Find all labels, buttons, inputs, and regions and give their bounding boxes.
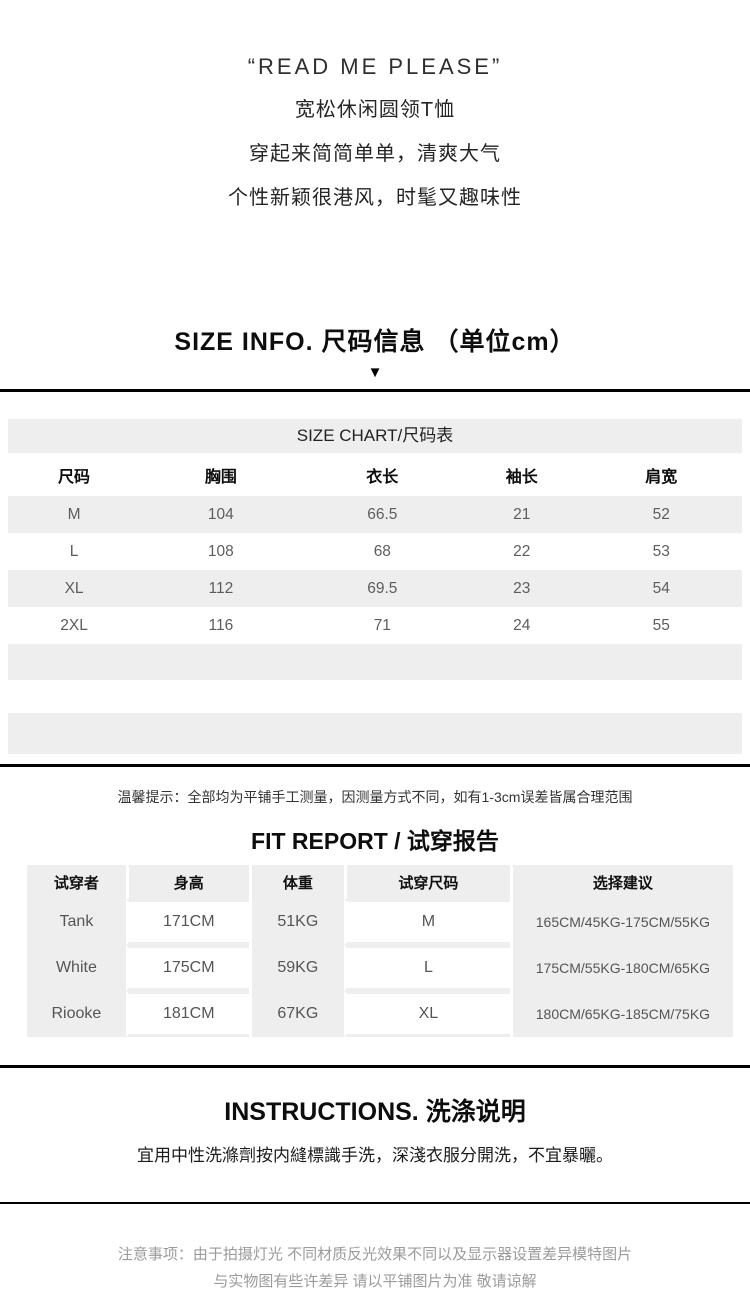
notice-section: 注意事项：由于拍摄灯光 不同材质反光效果不同以及显示器设置差异模特图片 与实物图… [0,1241,750,1295]
cell-length: 66.5 [367,505,398,523]
table-row: XL 112 69.5 23 54 [8,570,742,607]
divider-top [0,389,750,392]
fit-cell-name: Riooke [27,991,126,1037]
col-header-size: 尺码 [58,468,91,486]
intro-line-1: 宽松休闲圆领T恤 [294,99,456,121]
fit-cell-name: Tank [27,899,126,945]
fit-col-header-size: 试穿尺码 [343,865,510,899]
empty-gray-row [8,713,742,754]
fit-cell-weight: 67KG [248,991,344,1037]
intro-line-3: 个性新颖很港风，时髦又趣味性 [228,187,522,209]
cell-sleeve: 22 [513,542,531,560]
cell-length: 69.5 [367,579,398,597]
fit-col-header-advice: 选择建议 [509,865,733,899]
fit-col-header-weight: 体重 [248,865,344,899]
measurement-tip: 温馨提示：全部均为平铺手工测量，因测量方式不同，如有1-3cm误差皆属合理范围 [117,789,633,805]
intro-line-2: 穿起来简简单单，清爽大气 [249,143,501,165]
fit-report-table: 试穿者 身高 体重 试穿尺码 选择建议 Tank 171CM 51KG M 16… [27,865,733,1037]
instructions-text: 宜用中性洗滌劑按内縫標識手洗，深淺衣服分開洗，不宜暴曬。 [137,1146,613,1165]
size-info-heading: SIZE INFO. 尺码信息 （单位cm） [174,328,576,356]
intro-section: “READ ME PLEASE” 宽松休闲圆领T恤 穿起来简简单单，清爽大气 个… [0,0,750,210]
instructions-heading: INSTRUCTIONS. 洗涤说明 [224,1098,526,1126]
cell-chest: 104 [207,505,234,523]
cell-chest: 116 [208,616,234,634]
fit-cell-weight: 51KG [248,899,344,945]
table-row: L 108 68 22 53 [8,533,742,570]
divider-size-chart-bottom [0,764,750,767]
intro-quote: “READ ME PLEASE” [247,54,503,79]
empty-gray-row [8,644,742,680]
fit-cell-name: White [27,945,126,991]
fit-cell-height: 171CM [125,899,249,945]
fit-col-header-tester: 试穿者 [27,865,126,899]
divider-instructions-bottom [0,1202,750,1204]
cell-size: XL [64,579,84,597]
cell-shoulder: 55 [652,616,670,634]
cell-sleeve: 21 [513,505,531,523]
col-header-shoulder: 肩宽 [645,468,678,486]
fit-cell-advice: 175CM/55KG-180CM/65KG [509,945,733,991]
cell-size: 2XL [60,616,88,634]
cell-shoulder: 52 [652,505,670,523]
col-header-length: 衣长 [366,468,399,486]
size-info-section: SIZE INFO. 尺码信息 （单位cm） ▼ [0,322,750,380]
cell-size: M [67,505,81,523]
fit-col-header-height: 身高 [125,865,249,899]
fit-cell-size: L [343,945,510,991]
cell-shoulder: 54 [652,579,670,597]
fit-cell-weight: 59KG [248,945,344,991]
cell-shoulder: 53 [652,542,670,560]
divider-instructions-top [0,1065,750,1068]
table-row: M 104 66.5 21 52 [8,496,742,533]
col-header-chest: 胸围 [204,468,237,486]
cell-sleeve: 24 [513,616,531,634]
size-chart-table: SIZE CHART/尺码表 尺码 胸围 衣长 袖长 肩宽 M 104 66.5… [8,419,742,754]
col-header-sleeve: 袖长 [505,468,538,486]
fit-report-heading: FIT REPORT / 试穿报告 [251,828,499,854]
row-gap [8,680,742,713]
cell-size: L [69,542,79,560]
fit-cell-advice: 180CM/65KG-185CM/75KG [509,991,733,1037]
fit-cell-size: M [343,899,510,945]
notice-line-2: 与实物图有些许差异 请以平铺图片为准 敬请谅解 [213,1273,537,1290]
cell-length: 71 [373,616,391,634]
cell-length: 68 [373,542,391,560]
cell-chest: 112 [208,579,234,597]
table-row: 2XL 116 71 24 55 [8,607,742,644]
cell-sleeve: 23 [513,579,531,597]
cell-chest: 108 [207,542,234,560]
fit-cell-size: XL [343,991,510,1037]
fit-cell-advice: 165CM/45KG-175CM/55KG [509,899,733,945]
notice-line-1: 注意事项：由于拍摄灯光 不同材质反光效果不同以及显示器设置差异模特图片 [117,1246,633,1263]
fit-cell-height: 175CM [125,945,249,991]
size-chart-header-row: 尺码 胸围 衣长 袖长 肩宽 [8,453,742,496]
size-chart-title: SIZE CHART/尺码表 [8,419,742,453]
fit-cell-height: 181CM [125,991,249,1037]
triangle-down-icon: ▼ [367,364,383,381]
